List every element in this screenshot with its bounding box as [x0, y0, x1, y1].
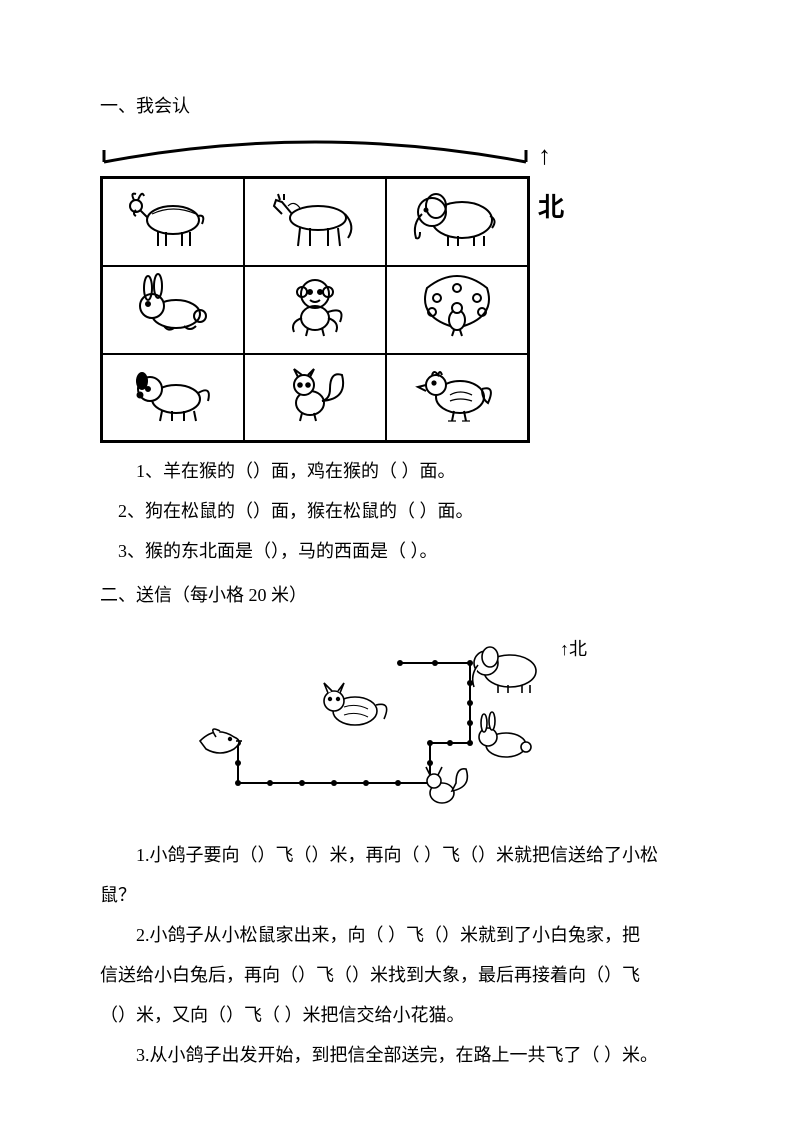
pigeon-icon	[200, 729, 242, 753]
peacock-icon	[402, 268, 512, 340]
hen-icon	[402, 355, 512, 427]
north-indicator-1: ↑北	[538, 130, 564, 234]
goat-icon	[118, 180, 228, 252]
squirrel-icon	[260, 355, 370, 427]
dog-icon	[118, 355, 228, 427]
worksheet-page: 一、我会认 ↑北	[0, 0, 800, 1117]
s2-q2c: （）米，又向（）飞（ ）米把信交给小花猫。	[100, 997, 700, 1033]
grid-roof	[100, 136, 530, 164]
rabbit-icon	[118, 268, 228, 340]
section1-title: 一、我会认	[100, 88, 700, 124]
map-figure: ↑北	[180, 633, 620, 823]
s1-q1: 1、羊在猴的（）面，鸡在猴的（ ）面。	[100, 453, 700, 489]
s2-q1b: 鼠？	[100, 877, 700, 913]
map-squirrel-icon	[426, 767, 467, 803]
elephant-icon	[402, 180, 512, 252]
cell-elephant	[386, 178, 528, 266]
cell-hen	[386, 354, 528, 442]
cell-squirrel	[244, 354, 386, 442]
cell-rabbit	[102, 266, 244, 354]
s1-q3: 3、猴的东北面是（），马的西面是（ ）。	[100, 533, 700, 569]
s2-q2a: 2.小鸽子从小松鼠家出来，向（ ）飞（）米就到了小白兔家，把	[100, 917, 700, 953]
animal-grid-figure: ↑北	[100, 136, 530, 443]
cell-monkey	[244, 266, 386, 354]
cell-goat	[102, 178, 244, 266]
cell-peacock	[386, 266, 528, 354]
horse-icon	[260, 180, 370, 252]
animal-grid	[100, 176, 530, 443]
s2-q2b: 信送给小白兔后，再向（）飞（）米找到大象，最后再接着向（）飞	[100, 957, 700, 993]
map-rabbit-icon	[479, 712, 531, 757]
north-indicator-2: ↑北	[560, 639, 587, 659]
monkey-icon	[260, 268, 370, 340]
cat-icon	[324, 683, 387, 725]
section2-title: 二、送信（每小格 20 米）	[100, 577, 700, 613]
s1-q2: 2、狗在松鼠的（）面，猴在松鼠的（ ）面。	[100, 493, 700, 529]
s2-q1a: 1.小鸽子要向（）飞（）米，再向（ ）飞（）米就把信送给了小松	[100, 837, 700, 873]
cell-horse	[244, 178, 386, 266]
map-elephant-icon	[473, 647, 536, 693]
delivery-map: ↑北	[180, 633, 620, 823]
cell-dog	[102, 354, 244, 442]
s2-q3: 3.从小鸽子出发开始，到把信全部送完，在路上一共飞了（ ）米。	[100, 1037, 700, 1073]
